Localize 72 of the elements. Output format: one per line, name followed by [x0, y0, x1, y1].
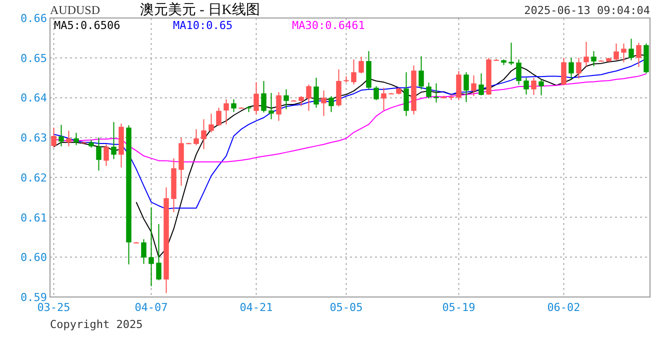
candlestick: [508, 42, 514, 66]
candlestick: [426, 82, 432, 100]
candlestick: [584, 41, 589, 67]
y-tick-label: 0.63: [20, 132, 47, 145]
candlestick: [201, 118, 206, 150]
x-tick-label: 04-07: [134, 301, 168, 314]
candlestick: [276, 92, 282, 122]
y-tick-label: 0.64: [20, 92, 48, 105]
text: 2025-06-13 09:04:04: [524, 4, 650, 17]
candlestick: [576, 57, 582, 80]
candlestick: [456, 70, 462, 101]
candlestick: [284, 88, 289, 110]
candlestick: [231, 98, 236, 113]
y-tick-label: 0.65: [20, 52, 47, 65]
candlestick: [418, 56, 424, 90]
candlestick: [58, 124, 64, 147]
x-tick-label: 06-02: [547, 301, 580, 314]
y-tick-label: 0.61: [20, 211, 47, 224]
candlestick: [321, 90, 326, 117]
y-tick-label: 0.60: [20, 251, 47, 264]
candlestick: [268, 92, 274, 120]
text: MA30:0.6461: [292, 19, 365, 32]
candlestick: [524, 77, 529, 96]
candlestick: [591, 50, 596, 67]
y-tick-label: 0.59: [20, 291, 47, 304]
candlestick: [381, 87, 386, 111]
candlestick: [328, 96, 334, 113]
candlestick: [478, 72, 484, 96]
text: Copyright 2025: [50, 318, 143, 331]
candlestick: [636, 42, 642, 68]
candlestick: [208, 113, 214, 133]
candlestick: [464, 72, 469, 103]
candlestick: [298, 96, 304, 107]
text: MA5:0.6506: [54, 19, 120, 32]
candlestick: [261, 80, 266, 113]
candlestick: [568, 57, 574, 80]
candlestick: [194, 128, 199, 146]
candlestick: [628, 38, 634, 61]
candlestick: [614, 43, 619, 61]
candlestick: [351, 58, 356, 86]
candlestick: [254, 82, 259, 115]
candlestick: [516, 58, 522, 86]
chart-title: 澳元美元 - 日K线图: [140, 2, 260, 18]
x-tick-label: 04-21: [240, 301, 273, 314]
y-tick-label: 0.66: [20, 12, 47, 25]
x-tick-label: 05-05: [330, 301, 363, 314]
candlestick: [538, 78, 544, 96]
candlestick: [306, 84, 312, 112]
candlestick: [111, 122, 116, 160]
candlestick: [51, 127, 56, 148]
candlestick: [104, 144, 109, 166]
text: AUDUSD: [50, 3, 100, 17]
candlestick: [374, 86, 379, 101]
candlestick: [621, 43, 626, 63]
candlestick: [358, 56, 364, 74]
candlestick: [66, 130, 72, 147]
candlestick: [561, 57, 566, 86]
candlestick: [224, 98, 229, 125]
candlestick: [471, 74, 476, 97]
candlestick: [156, 224, 162, 281]
candlestick: [404, 72, 409, 117]
candlestick: [141, 238, 146, 264]
y-tick-label: 0.62: [20, 171, 47, 184]
x-tick-label: 05-19: [442, 301, 476, 314]
candlestick: [148, 206, 154, 287]
text: MA10:0.65: [173, 19, 233, 32]
candlestick: [74, 132, 79, 146]
candlestick: [531, 77, 536, 96]
candlestick: [314, 77, 319, 108]
candlestick: [216, 107, 222, 127]
candlestick: [96, 137, 102, 172]
x-tick-label: 03-25: [37, 301, 70, 314]
